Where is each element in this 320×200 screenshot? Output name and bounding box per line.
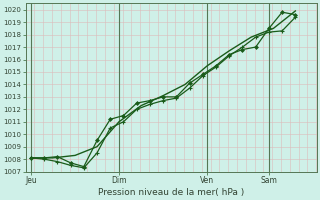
X-axis label: Pression niveau de la mer( hPa ): Pression niveau de la mer( hPa )	[98, 188, 244, 197]
